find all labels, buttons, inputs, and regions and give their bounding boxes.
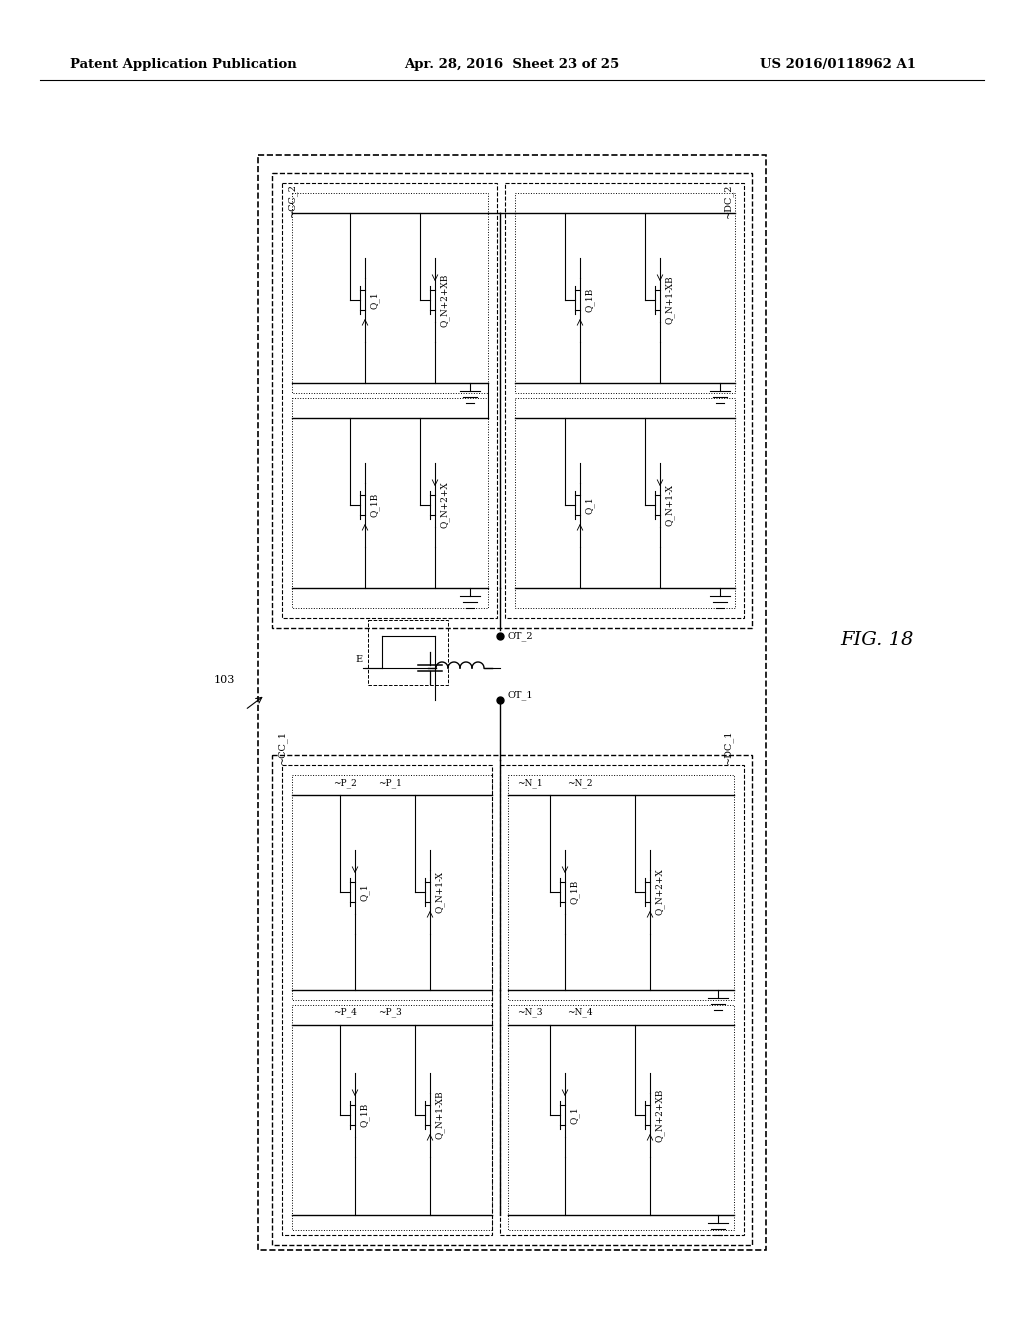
Text: Q_N+2+XB: Q_N+2+XB: [440, 273, 450, 326]
Text: ~P_1: ~P_1: [378, 779, 402, 788]
Bar: [368, 620, 449, 685]
Text: ~N_4: ~N_4: [567, 1007, 593, 1016]
Text: Q_1B: Q_1B: [570, 880, 580, 904]
Bar: [515, 193, 735, 393]
Text: Q_N+2+XB: Q_N+2+XB: [655, 1088, 665, 1142]
Text: ~P_3: ~P_3: [378, 1007, 401, 1016]
Text: ~CC_1: ~CC_1: [278, 730, 287, 764]
Text: Q_N+2+X: Q_N+2+X: [655, 869, 665, 915]
Text: Q_N+1-XB: Q_N+1-XB: [665, 276, 675, 325]
Text: Q_N+1-XB: Q_N+1-XB: [435, 1090, 444, 1139]
Bar: [258, 154, 766, 1250]
Text: FIG. 18: FIG. 18: [840, 631, 913, 649]
Bar: [292, 193, 488, 393]
Text: Q_1: Q_1: [570, 1106, 580, 1123]
Text: Apr. 28, 2016  Sheet 23 of 25: Apr. 28, 2016 Sheet 23 of 25: [404, 58, 620, 71]
Text: Q_N+1-X: Q_N+1-X: [665, 484, 675, 525]
Text: ~N_2: ~N_2: [567, 779, 593, 788]
Text: E: E: [355, 656, 362, 664]
Text: ~DC_1: ~DC_1: [723, 730, 733, 764]
Text: Q_1: Q_1: [585, 496, 595, 513]
Bar: [508, 1005, 734, 1230]
Text: OT_2: OT_2: [508, 631, 534, 640]
Text: 103: 103: [214, 675, 234, 685]
Bar: [272, 755, 752, 1245]
Text: ~CC_2: ~CC_2: [287, 183, 297, 216]
Bar: [515, 399, 735, 609]
Bar: [292, 1005, 492, 1230]
Text: Patent Application Publication: Patent Application Publication: [70, 58, 297, 71]
Text: Q_N+2+X: Q_N+2+X: [440, 482, 450, 528]
Text: ~P_2: ~P_2: [333, 779, 357, 788]
Text: Q_1: Q_1: [360, 883, 370, 900]
Text: OT_1: OT_1: [508, 690, 534, 700]
Bar: [292, 399, 488, 609]
Bar: [272, 173, 752, 628]
Text: Q_1B: Q_1B: [360, 1104, 370, 1127]
Bar: [292, 775, 492, 1001]
Bar: [505, 183, 744, 618]
Text: Q_1B: Q_1B: [370, 492, 380, 517]
Text: ~DC_2: ~DC_2: [723, 183, 733, 218]
Bar: [508, 775, 734, 1001]
Text: ~N_3: ~N_3: [517, 1007, 543, 1016]
Text: Q_N+1-X: Q_N+1-X: [435, 871, 444, 913]
Text: US 2016/0118962 A1: US 2016/0118962 A1: [760, 58, 916, 71]
Text: ~P_4: ~P_4: [333, 1007, 357, 1016]
Text: Q_1: Q_1: [370, 292, 380, 309]
Text: ~N_1: ~N_1: [517, 779, 543, 788]
Bar: [500, 766, 744, 1236]
Bar: [282, 183, 497, 618]
Text: Q_1B: Q_1B: [585, 288, 595, 312]
Bar: [282, 766, 492, 1236]
